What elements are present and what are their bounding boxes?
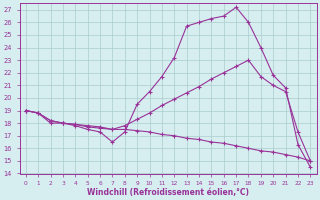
X-axis label: Windchill (Refroidissement éolien,°C): Windchill (Refroidissement éolien,°C) xyxy=(87,188,249,197)
